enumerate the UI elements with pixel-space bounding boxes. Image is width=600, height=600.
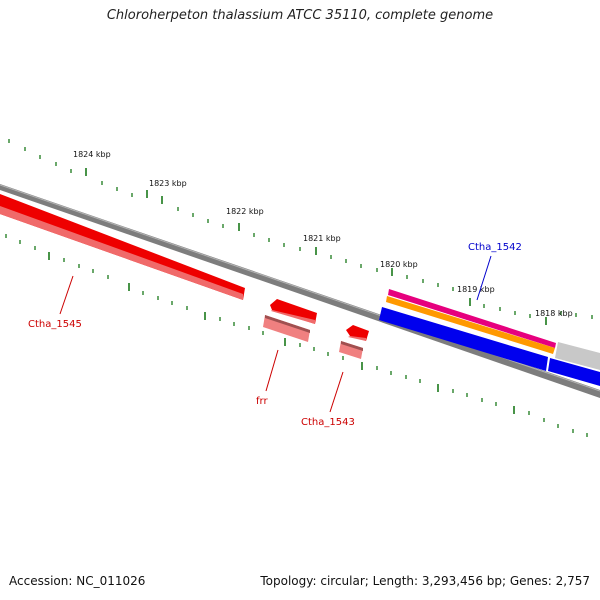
outer-tick-track — [8, 139, 593, 325]
leader-frr — [265, 349, 279, 392]
gene-frr-rna[interactable] — [263, 315, 310, 342]
gene-frr-forward-shade — [271, 310, 315, 324]
gene-ctha-1542-orange — [386, 296, 555, 354]
gene-ctha-1543-body — [346, 325, 369, 341]
scale-label-1821: 1821 kbp — [303, 234, 341, 243]
accession-text: Accession: NC_011026 — [9, 574, 146, 588]
scale-label-1820: 1820 kbp — [380, 260, 418, 269]
gene-frr-rna-body — [263, 315, 310, 342]
gene-blue-right-body — [548, 358, 600, 386]
gene-ctha-1542-magenta — [388, 289, 556, 348]
label-frr[interactable]: frr — [256, 396, 268, 407]
scale-label-1824: 1824 kbp — [73, 150, 111, 159]
gene-ctha-1545[interactable] — [0, 194, 245, 300]
gene-gray-body — [555, 342, 600, 370]
gene-blue-reverse[interactable] — [379, 307, 600, 386]
scale-label-1823: 1823 kbp — [149, 179, 187, 188]
scale-labels: 1824 kbp 1823 kbp 1822 kbp 1821 kbp 1820… — [73, 150, 573, 318]
inner-tick-track — [5, 234, 588, 437]
topology-text: Topology: circular; Length: 3,293,456 bp… — [260, 574, 590, 588]
gene-frr-forward[interactable] — [270, 299, 317, 324]
gene-ctha-1543-rna-edge — [341, 341, 363, 351]
gene-blue-body — [379, 307, 548, 371]
gene-ctha-1543-shade — [348, 336, 366, 341]
gene-gray-right[interactable] — [555, 342, 600, 370]
gene-ctha-1545-shade — [0, 206, 243, 300]
leader-ctha-1545 — [59, 275, 74, 315]
leader-ctha-1542 — [476, 255, 492, 301]
gene-frr-rna-edge — [265, 315, 310, 333]
label-ctha-1545[interactable]: Ctha_1545 — [28, 319, 82, 330]
gene-ctha-1542[interactable] — [386, 289, 556, 354]
map-title: Chloroherpeton thalassium ATCC 35110, co… — [106, 8, 494, 23]
gene-ctha-1543-rna-body — [339, 341, 363, 359]
scale-label-1818: 1818 kbp — [535, 309, 573, 318]
scale-label-1819: 1819 kbp — [457, 285, 495, 294]
scale-label-1822: 1822 kbp — [226, 207, 264, 216]
gene-ctha-1543-forward[interactable] — [346, 325, 369, 341]
leader-ctha-1543 — [329, 371, 344, 413]
gene-ctha-1543-rna[interactable] — [339, 341, 363, 359]
backbone-highlight — [0, 184, 600, 392]
label-ctha-1543[interactable]: Ctha_1543 — [301, 417, 355, 428]
genome-backbone — [0, 184, 600, 398]
label-ctha-1542[interactable]: Ctha_1542 — [468, 242, 522, 253]
